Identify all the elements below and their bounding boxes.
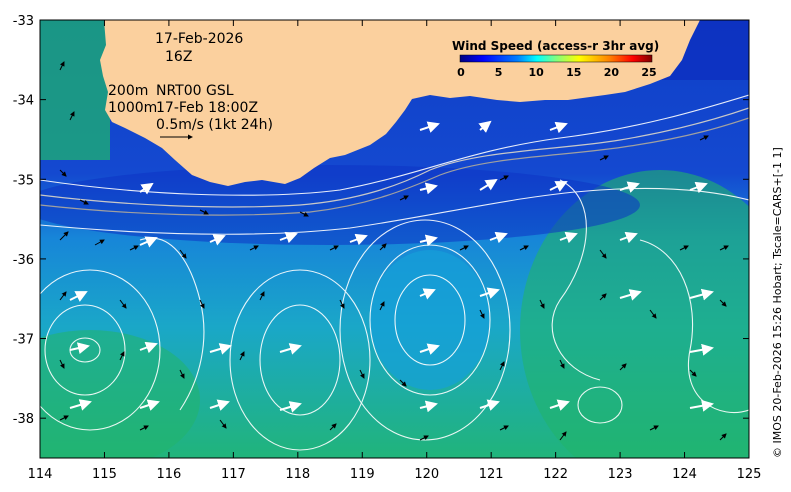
colorbar-tick-label: 25 [641,66,656,79]
colorbar-tick-label: 10 [529,66,545,79]
lon-tick-label: 117 [221,467,246,482]
colorbar-tick-label: 20 [604,66,620,79]
colorbar-tick-label: 15 [566,66,581,79]
wind-vectors [69,120,714,413]
colorbar-gradient [459,54,653,63]
colorbar-title: Wind Speed (access-r 3hr avg) [452,39,659,53]
lon-tick-label: 122 [543,467,568,482]
sea-level-contours [40,94,749,451]
lon-tick-label: 114 [28,467,53,482]
lon-tick-label: 124 [672,467,697,482]
bathy-1000m [40,117,749,216]
lat-tick-label: -34 [13,94,34,109]
lon-tick-label: 123 [608,467,633,482]
lat-tick-label: -36 [13,253,34,268]
annotation-scale: 0.5m/s (1kt 24h) [156,117,273,133]
axes-frame [39,19,750,459]
central-eddy-shading [370,250,490,390]
lat-axis: -33 -34 -35 -36 -37 -38 [13,14,749,427]
lon-tick-label: 120 [414,467,439,482]
lon-tick-label: 125 [737,467,762,482]
lon-tick-label: 115 [92,467,117,482]
annotation-valid-time: 17-Feb 18:00Z [156,100,258,116]
annotation-depth-1000: 1000m [108,100,157,116]
colorbar-tick-label: 5 [495,66,503,79]
lon-tick-label: 118 [285,467,310,482]
current-vectors [59,61,729,441]
annotation-date: 17-Feb-2026 [155,31,243,47]
lat-tick-label: -33 [13,14,34,29]
lat-tick-label: -37 [13,333,34,348]
southwest-slow-zone [40,330,200,458]
lon-tick-label: 116 [156,467,181,482]
credit-label: © IMOS 20-Feb-2026 15:26 Hobart; Tscale=… [771,147,784,458]
annotation-depth-200: 200m [108,83,148,99]
bathy-200m [40,107,749,208]
lat-tick-label: -35 [13,173,34,188]
jet-shading [40,165,640,245]
lat-tick-label: -38 [13,412,34,427]
lon-axis: 114 115 116 117 118 119 120 121 122 123 124 125 [28,20,762,482]
lon-tick-label: 119 [350,467,375,482]
west-shelf-shading [40,20,110,160]
annotation-source: NRT00 GSL [156,83,234,99]
lon-tick-label: 121 [479,467,504,482]
colorbar-tick-label: 0 [457,66,465,79]
annotation-time: 16Z [165,49,192,65]
wind-speed-colorbar: Wind Speed (access-r 3hr avg) 0 5 10 15 20 25 [452,39,659,79]
